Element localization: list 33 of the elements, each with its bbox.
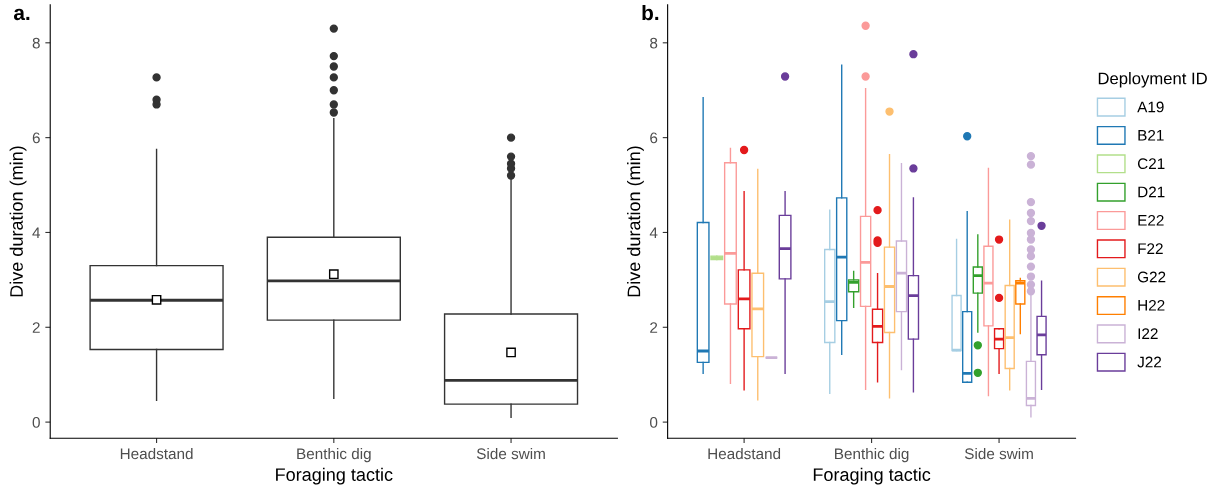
y-tick-label: 6 xyxy=(650,132,658,144)
x-tick-label: Side swim xyxy=(964,447,1033,460)
x-tick-label: Benthic dig xyxy=(835,447,909,463)
legend-label: J22 xyxy=(1137,356,1162,368)
y-axis-title: Dive duration (min) xyxy=(627,146,644,297)
legend-label: A19 xyxy=(1137,101,1164,113)
legend-label: C21 xyxy=(1137,158,1165,170)
legend-label: H22 xyxy=(1138,299,1165,311)
x-tick-label: Headstand xyxy=(120,447,193,460)
y-tick-label: 0 xyxy=(650,416,658,428)
y-tick-label: 2 xyxy=(650,322,658,333)
x-tick-label: Headstand xyxy=(708,447,781,460)
y-tick-label: 2 xyxy=(32,322,40,333)
legend-title: Deployment ID xyxy=(1098,72,1207,88)
y-tick-label: 8 xyxy=(32,37,40,49)
chart-title: b. xyxy=(642,4,659,21)
legend-label: I22 xyxy=(1138,328,1158,339)
y-tick-label: 0 xyxy=(32,416,40,428)
legend-label: E22 xyxy=(1138,214,1164,226)
x-tick-label: Benthic dig xyxy=(297,447,371,463)
y-axis-title: Dive duration (min) xyxy=(9,146,27,297)
chart-title: a. xyxy=(13,8,30,21)
x-axis-title: Foraging tactic xyxy=(813,467,931,485)
legend-label: B21 xyxy=(1138,129,1164,141)
y-tick-label: 4 xyxy=(649,227,658,238)
legend-label: G22 xyxy=(1137,271,1166,283)
legend-label: D21 xyxy=(1138,186,1165,198)
y-tick-label: 6 xyxy=(32,132,40,144)
legend-label: F22 xyxy=(1138,243,1163,254)
x-tick-label: Side swim xyxy=(476,447,545,460)
y-tick-label: 8 xyxy=(650,37,658,49)
y-tick-label: 4 xyxy=(32,227,41,238)
x-axis-title: Foraging tactic xyxy=(276,467,393,485)
